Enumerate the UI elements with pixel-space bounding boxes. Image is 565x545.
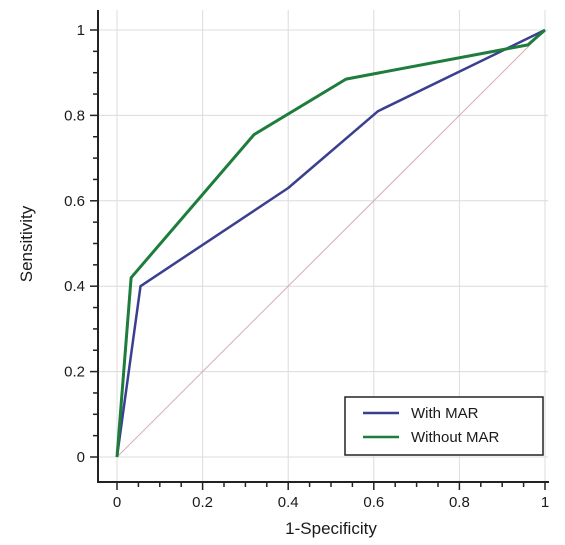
reference-line	[116, 29, 546, 458]
series-lines	[115, 28, 546, 458]
grid-lines	[98, 10, 548, 482]
y-tick-labels: 0 0.2 0.4 0.6 0.8 1	[64, 22, 85, 466]
y-tick-label: 0	[77, 449, 85, 466]
legend-box	[344, 396, 544, 456]
legend-label-with-mar: With MAR	[411, 405, 479, 422]
x-tick-label: 0.6	[363, 494, 384, 511]
x-tick-label: 1	[541, 494, 549, 511]
y-axis-title: Sensitivity	[17, 205, 36, 282]
series-line-with-mar	[115, 28, 546, 458]
axes	[97, 10, 549, 483]
tick-marks	[90, 29, 546, 490]
y-tick-label: 1	[77, 22, 85, 39]
x-tick-label: 0.8	[449, 494, 470, 511]
series-line-without-mar	[115, 28, 546, 458]
y-tick-label: 0.6	[64, 193, 85, 210]
x-tick-label: 0.4	[278, 494, 299, 511]
y-tick-label: 0.4	[64, 278, 85, 295]
legend: With MAR Without MAR	[344, 396, 544, 456]
reference-diagonal	[116, 29, 546, 458]
x-axis-title: 1-Specificity	[285, 519, 377, 538]
y-tick-label: 0.8	[64, 107, 85, 124]
y-tick-label: 0.2	[64, 364, 85, 381]
legend-label-without-mar: Without MAR	[411, 429, 500, 446]
x-tick-label: 0	[113, 494, 121, 511]
x-tick-label: 0.2	[192, 494, 213, 511]
x-tick-labels: 0 0.2 0.4 0.6 0.8 1	[113, 494, 549, 511]
